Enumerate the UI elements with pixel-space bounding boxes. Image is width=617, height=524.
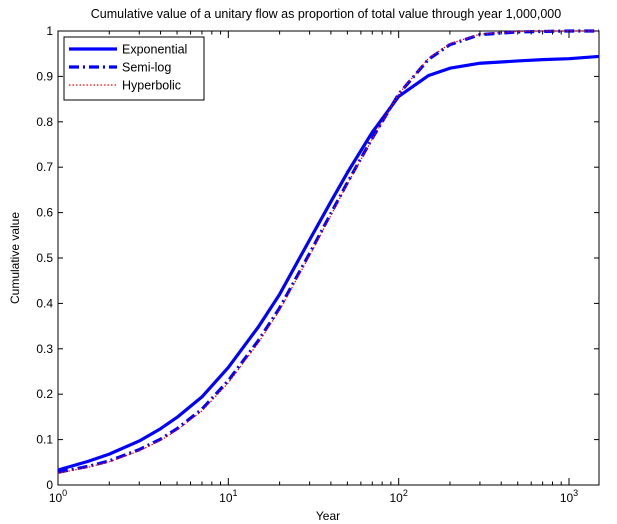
x-axis-label: Year [316, 509, 340, 523]
legend-label-2: Hyperbolic [122, 79, 181, 93]
y-tick-label: 0.7 [36, 160, 53, 174]
x-tick-label: 101 [219, 488, 237, 505]
legend: Exponential Semi-log Hyperbolic [63, 36, 205, 101]
y-tick-label: 0.1 [36, 433, 53, 447]
y-tick-label: 0.4 [36, 296, 53, 310]
series-line-2 [57, 30, 599, 474]
y-tick-label: 0.5 [36, 251, 53, 265]
legend-label-0: Exponential [122, 43, 187, 57]
y-tick-label: 0.3 [36, 342, 53, 356]
y-tick-label: 0.8 [36, 115, 53, 129]
series-line-1 [57, 29, 599, 474]
y-axis-label: Cumulative value [8, 212, 22, 304]
series-line-0 [57, 54, 600, 472]
x-tick-label: 103 [560, 488, 578, 505]
plot-area [57, 30, 600, 486]
chart-title: Cumulative value of a unitary flow as pr… [91, 7, 561, 21]
series-layer [57, 29, 600, 474]
x-tick-label: 100 [49, 488, 67, 505]
ticks-layer: 0 0.1 0.2 0.3 0.4 0.5 0.6 0.7 0.8 0.9 1 100 101 102 10… [36, 24, 599, 505]
y-tick-label: 0.6 [36, 206, 53, 220]
y-tick-label: 1 [46, 24, 53, 38]
legend-label-1: Semi-log [122, 61, 171, 75]
y-tick-label: 0.9 [36, 69, 53, 83]
x-tick-label: 102 [389, 488, 407, 505]
y-tick-label: 0.2 [36, 387, 53, 401]
y-tick-label: 0 [46, 478, 53, 492]
